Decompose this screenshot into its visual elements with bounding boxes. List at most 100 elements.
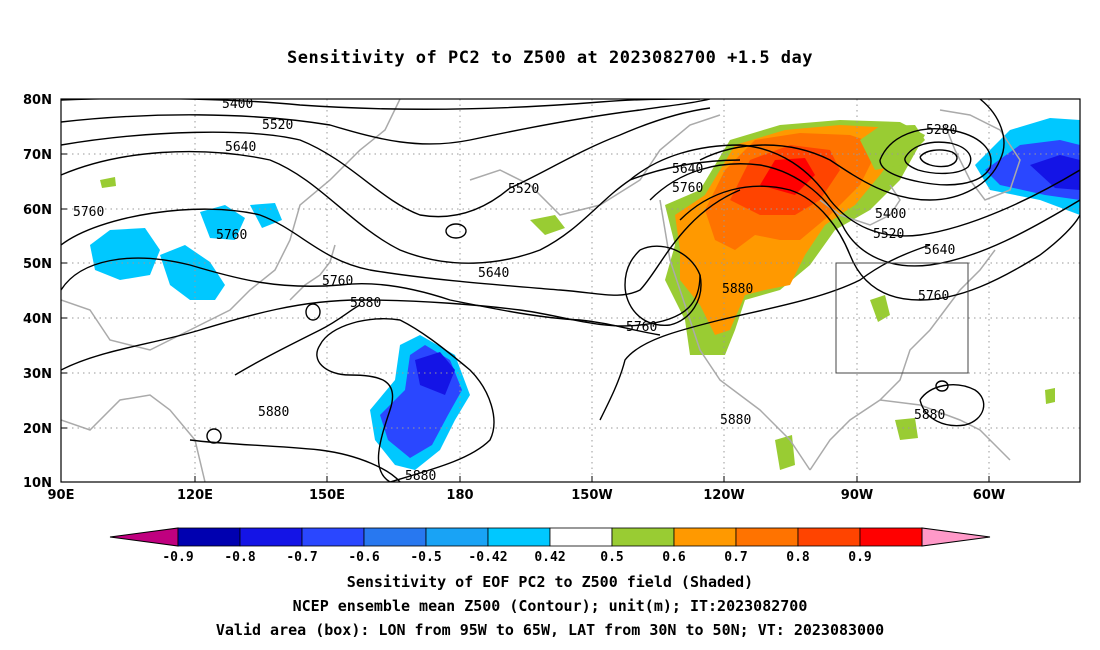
shading-lightblue-asia: [90, 228, 160, 280]
colorbar-swatch: [797, 527, 861, 547]
lon-label: 60W: [973, 488, 1005, 503]
colorbar-swatch: [239, 527, 303, 547]
lon-label: 90E: [48, 488, 75, 503]
contour-line: [699, 99, 1005, 201]
lon-label: 90W: [841, 488, 873, 503]
plot-frame: [60, 98, 1081, 483]
contour-label: 5880: [722, 282, 753, 297]
contour-line: [919, 149, 958, 168]
contour-line: [61, 274, 701, 371]
colorbar-max-triangle: [921, 527, 991, 547]
colorbar-swatch: [549, 527, 613, 547]
contour-label: 5880: [720, 413, 751, 428]
lat-label: 30N: [23, 367, 52, 382]
shading-lightblue-asia-3: [200, 205, 245, 240]
contour-line: [649, 163, 1080, 267]
contour-label: 5520: [873, 227, 904, 242]
contour-line: [61, 257, 661, 336]
shading-green-patch-3: [895, 418, 918, 440]
colorbar-label: -0.42: [468, 550, 507, 565]
contour-layer: [61, 99, 1080, 482]
colorbar-swatch: [611, 527, 675, 547]
contour-label: 5760: [918, 289, 949, 304]
colorbar-label: -0.8: [224, 550, 255, 565]
lat-label: 40N: [23, 312, 52, 327]
lat-label: 20N: [23, 422, 52, 437]
contour-label: 5280: [926, 123, 957, 138]
contour-line: [61, 150, 741, 264]
colorbar-swatch: [301, 527, 365, 547]
colorbar-label: 0.6: [662, 550, 686, 565]
lat-label: 60N: [23, 203, 52, 218]
footer-line-1: Sensitivity of EOF PC2 to Z500 field (Sh…: [346, 573, 754, 591]
colorbar-min-triangle: [109, 527, 179, 547]
contour-label: 5640: [672, 162, 703, 177]
lat-label: 70N: [23, 148, 52, 163]
contour-line: [61, 189, 741, 296]
lon-label: 120E: [177, 488, 213, 503]
lat-label: 50N: [23, 257, 52, 272]
footer-line-3: Valid area (box): LON from 95W to 65W, L…: [215, 621, 885, 639]
lat-axis-labels: 80N 70N 60N 50N 40N 30N 20N 10N: [23, 93, 52, 491]
contour-label: 5880: [914, 408, 945, 423]
contour-line: [919, 384, 985, 427]
colorbar-label: 0.7: [724, 550, 747, 565]
shading-green-patch-6: [100, 177, 116, 188]
colorbar-label: 0.42: [534, 550, 565, 565]
contour-small-loop: [206, 428, 222, 444]
coastline-na-west: [659, 199, 811, 471]
coastline-greenland: [939, 109, 1021, 201]
colorbar-swatch: [363, 527, 427, 547]
shading-deepred-west-na: [760, 158, 815, 195]
contour-small-loop: [445, 223, 467, 239]
lon-label: 150E: [309, 488, 345, 503]
contour-label-layer: 5400 5520 5640 5760 5760 5760 5880 5880 …: [73, 97, 957, 482]
contour-small-loop: [935, 380, 949, 392]
colorbar-swatch: [177, 527, 241, 547]
contour-label: 5760: [216, 228, 247, 243]
contour-label: 5520: [508, 182, 539, 197]
contour-label: 5760: [73, 205, 104, 220]
coastline-asia: [61, 99, 401, 351]
colorbar-swatch: [425, 527, 489, 547]
contour-line: [879, 128, 992, 186]
colorbar-swatch: [673, 527, 737, 547]
shading-lightblue-asia-2: [160, 245, 225, 300]
contour-label: 5400: [222, 97, 253, 112]
contour-label: 5400: [875, 207, 906, 222]
contour-line: [61, 107, 711, 218]
contour-line: [904, 141, 972, 175]
valid-area-box: [835, 262, 969, 374]
contour-label: 5640: [924, 243, 955, 258]
contour-label: 5760: [322, 274, 353, 289]
shading-green-patch-5: [1045, 388, 1055, 404]
contour-label: 5520: [262, 118, 293, 133]
colorbar-label: 0.9: [848, 550, 871, 565]
colorbar-label: -0.6: [348, 550, 379, 565]
lat-label: 10N: [23, 476, 52, 491]
coastline-hudson-bay: [819, 184, 901, 226]
contour-line: [629, 144, 1080, 237]
footer-line-2: NCEP ensemble mean Z500 (Contour); unit(…: [292, 597, 808, 615]
axis-ticks: [61, 98, 990, 483]
contour-line: [189, 439, 401, 482]
lon-label: 150W: [571, 488, 612, 503]
colorbar-swatch: [487, 527, 551, 547]
contour-line: [316, 318, 495, 482]
shading-green-patch-4: [530, 215, 565, 235]
colorbar-label: 0.8: [786, 550, 810, 565]
contour-line: [234, 304, 361, 376]
coastline-japan: [289, 244, 336, 301]
contour-label: 5880: [350, 296, 381, 311]
colorbar-swatch: [859, 527, 923, 547]
colorbar-label: -0.5: [410, 550, 441, 565]
coastline-caribbean: [879, 399, 1011, 461]
map-title: Sensitivity of PC2 to Z500 at 2023082700…: [286, 48, 813, 68]
shading-lightblue-asia-4: [250, 203, 282, 228]
coastline-na-east: [809, 249, 996, 471]
contour-small-loop: [305, 303, 321, 321]
contour-line: [679, 185, 1080, 301]
colorbar-label: -0.7: [286, 550, 317, 565]
colorbar-swatch: [735, 527, 799, 547]
